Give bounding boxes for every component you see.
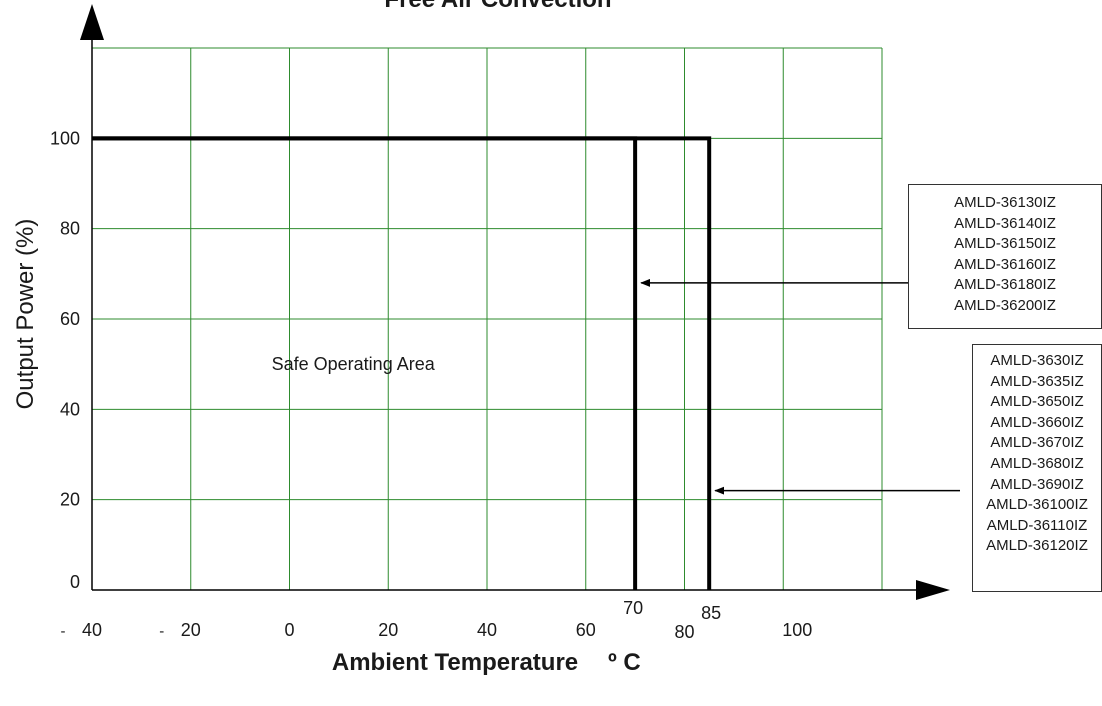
legend-model-name: AMLD-36150IZ (954, 235, 1056, 253)
legend-model-name: AMLD-36160IZ (954, 255, 1056, 273)
y-tick-label: 40 (60, 399, 80, 419)
y-axis-arrow (80, 4, 104, 40)
cutoff-labels: 70 85 (623, 598, 721, 623)
chart-title: Free Air Convection (384, 0, 611, 13)
derating-curve (92, 136, 712, 590)
x-axis-arrow (916, 580, 950, 600)
annotations: Safe Operating Area (272, 354, 436, 374)
y-tick-label: 0 (70, 572, 80, 592)
x-tick-prefix: - (159, 623, 164, 640)
x-tick-label: 80 (674, 622, 694, 642)
series (92, 136, 712, 590)
legend-box-upper: AMLD-36130IZ AMLD-36140IZ AMLD-36150IZ AMLD… (908, 184, 1102, 329)
y-tick-label: 60 (60, 309, 80, 329)
grid (91, 47, 883, 591)
x-axis-unit: º C (608, 649, 641, 676)
cutoff-label: 85 (701, 603, 721, 623)
x-tick-label: 20 (378, 620, 398, 640)
y-tick-labels: 0 20 40 60 80 100 (50, 128, 80, 592)
x-tick-label: 20 (181, 620, 201, 640)
x-tick-prefix: - (61, 623, 66, 640)
x-tick-label: 40 (477, 620, 497, 640)
x-tick-label: 0 (284, 620, 294, 640)
legend-model-name: AMLD-3650IZ (990, 393, 1084, 411)
y-tick-label: 80 (60, 219, 80, 239)
legend-box-lower: AMLD-3630IZ AMLD-3635IZ AMLD-3650IZ AMLD-36… (972, 344, 1102, 592)
legend-model-name: AMLD-36100IZ (986, 496, 1088, 514)
axes (80, 4, 950, 600)
y-axis-label: Output Power (%) (12, 219, 39, 410)
y-tick-label: 20 (60, 490, 80, 510)
legend-model-name: AMLD-36140IZ (954, 214, 1056, 232)
cutoff-label: 70 (623, 598, 643, 618)
safe-operating-area-label: Safe Operating Area (272, 354, 436, 374)
legend-arrows (640, 278, 960, 495)
x-tick-labels: 40- 20- 0 20 40 60 80 100 (61, 620, 813, 642)
y-tick-label: 100 (50, 128, 80, 148)
legend-model-name: AMLD-3690IZ (990, 475, 1084, 493)
legend-model-name: AMLD-3630IZ (990, 352, 1084, 369)
x-tick-label: 100 (782, 620, 812, 640)
x-tick-label: 60 (576, 620, 596, 640)
legend-model-name: AMLD-36180IZ (954, 276, 1056, 294)
x-tick-label: 40 (82, 620, 102, 640)
legend-model-name: AMLD-36200IZ (954, 296, 1056, 314)
x-axis-label: Ambient Temperature (332, 649, 578, 676)
legend-model-name: AMLD-3635IZ (990, 372, 1084, 390)
legend-model-name: AMLD-36120IZ (986, 537, 1088, 555)
legend-model-name: AMLD-3660IZ (990, 413, 1084, 431)
legend-model-name: AMLD-36110IZ (986, 516, 1088, 534)
legend-model-name: AMLD-36130IZ (954, 194, 1056, 211)
legend-model-name: AMLD-3680IZ (990, 454, 1084, 472)
legend-model-name: AMLD-3670IZ (990, 434, 1084, 452)
